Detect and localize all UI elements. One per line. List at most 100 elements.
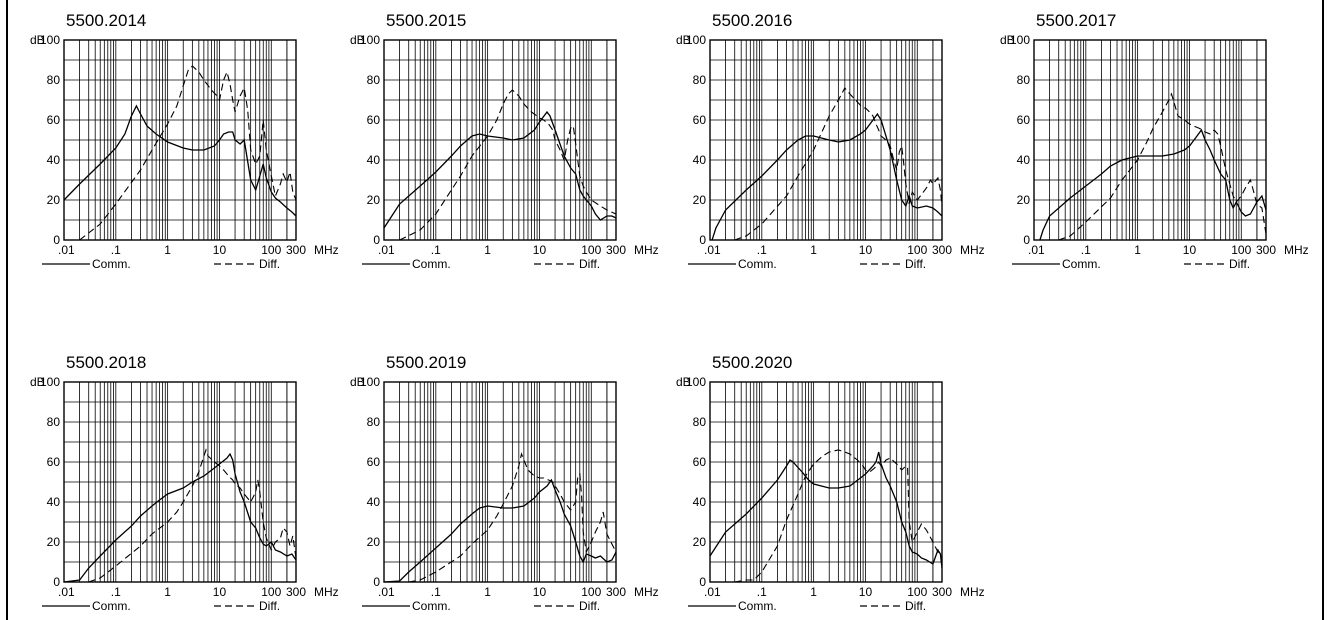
y-tick-label: 100 <box>40 375 60 389</box>
legend-diff-label: Diff. <box>905 599 926 613</box>
legend-comm-label: Comm. <box>412 257 451 271</box>
y-tick-label: 20 <box>1017 193 1031 207</box>
y-tick-label: 40 <box>367 495 381 509</box>
y-tick-label: 40 <box>1017 153 1031 167</box>
y-tick-label: 20 <box>367 193 381 207</box>
y-tick-label: 40 <box>47 495 61 509</box>
x-tick-label: 10 <box>213 585 227 599</box>
x-tick-label: .1 <box>111 585 121 599</box>
x-tick-label: 100 <box>581 243 601 257</box>
y-tick-label: 20 <box>367 535 381 549</box>
legend-diff-label: Diff. <box>259 257 280 271</box>
y-tick-label: 0 <box>373 575 380 589</box>
y-tick-label: 100 <box>360 375 380 389</box>
chart-title: 5500.2016 <box>712 11 792 30</box>
x-tick-label: .01 <box>58 585 75 599</box>
y-tick-label: 40 <box>693 495 707 509</box>
x-tick-label: 1 <box>484 585 491 599</box>
y-tick-label: 20 <box>47 193 61 207</box>
series-diff-line <box>399 89 617 241</box>
y-tick-label: 60 <box>47 455 61 469</box>
x-unit-label: MHz <box>634 243 659 257</box>
y-tick-label: 100 <box>686 33 706 47</box>
x-tick-label: 10 <box>859 243 873 257</box>
x-unit-label: MHz <box>1284 243 1309 257</box>
series-comm-line <box>383 110 617 229</box>
y-tick-label: 0 <box>53 233 60 247</box>
x-tick-label: .1 <box>757 585 767 599</box>
x-unit-label: MHz <box>960 585 985 599</box>
y-tick-label: 100 <box>40 33 60 47</box>
x-tick-label: .01 <box>378 243 395 257</box>
plot-frame <box>63 39 297 241</box>
y-tick-label: 40 <box>693 153 707 167</box>
y-axis-label: dB <box>350 33 365 47</box>
x-tick-label: .01 <box>1028 243 1045 257</box>
chart-title: 5500.2017 <box>1036 11 1116 30</box>
y-tick-label: 60 <box>47 113 61 127</box>
plot-frame <box>709 39 943 241</box>
y-tick-label: 80 <box>693 415 707 429</box>
y-tick-label: 20 <box>693 193 707 207</box>
chart-title: 5500.2020 <box>712 353 792 372</box>
x-tick-label: .1 <box>111 243 121 257</box>
legend-comm-label: Comm. <box>738 599 777 613</box>
x-unit-label: MHz <box>314 243 339 257</box>
x-tick-label: 10 <box>533 243 547 257</box>
x-tick-label: 100 <box>1231 243 1251 257</box>
x-tick-label: 10 <box>213 243 227 257</box>
legend-comm-label: Comm. <box>738 257 777 271</box>
legend-diff-label: Diff. <box>579 257 600 271</box>
x-tick-label: 100 <box>907 243 927 257</box>
plot-frame <box>709 381 943 583</box>
x-tick-label: 300 <box>932 585 952 599</box>
chart-title: 5500.2018 <box>66 353 146 372</box>
legend-diff-label: Diff. <box>259 599 280 613</box>
x-tick-label: .1 <box>431 585 441 599</box>
legend-diff-label: Diff. <box>579 599 600 613</box>
legend-comm-label: Comm. <box>92 257 131 271</box>
x-unit-label: MHz <box>634 585 659 599</box>
x-tick-label: 1 <box>484 243 491 257</box>
series-comm-line <box>711 112 943 241</box>
x-tick-label: .01 <box>704 585 721 599</box>
series-diff-line <box>88 448 297 583</box>
chart-title: 5500.2015 <box>386 11 466 30</box>
y-tick-label: 40 <box>47 153 61 167</box>
x-tick-label: 300 <box>932 243 952 257</box>
series-comm-line <box>63 452 297 583</box>
x-tick-label: 300 <box>606 243 626 257</box>
y-tick-label: 60 <box>693 455 707 469</box>
x-tick-label: 1 <box>810 243 817 257</box>
y-tick-label: 80 <box>47 73 61 87</box>
series-diff-line <box>734 87 943 241</box>
x-tick-label: .1 <box>431 243 441 257</box>
series-comm-line <box>1039 128 1267 241</box>
x-tick-label: 100 <box>581 585 601 599</box>
x-tick-label: .01 <box>58 243 75 257</box>
x-tick-label: 1 <box>164 585 171 599</box>
sheet-border-right <box>1322 0 1324 620</box>
y-axis-label: dB <box>30 375 45 389</box>
sheet-border-left <box>6 0 8 620</box>
y-tick-label: 80 <box>1017 73 1031 87</box>
y-axis-label: dB <box>676 33 691 47</box>
x-tick-label: 1 <box>810 585 817 599</box>
plot-frame <box>63 381 297 583</box>
plot-frame <box>383 39 617 241</box>
x-tick-label: 100 <box>261 585 281 599</box>
y-tick-label: 60 <box>1017 113 1031 127</box>
series-comm-line <box>709 451 943 569</box>
x-tick-label: 10 <box>533 585 547 599</box>
y-tick-label: 60 <box>693 113 707 127</box>
y-tick-label: 80 <box>47 415 61 429</box>
